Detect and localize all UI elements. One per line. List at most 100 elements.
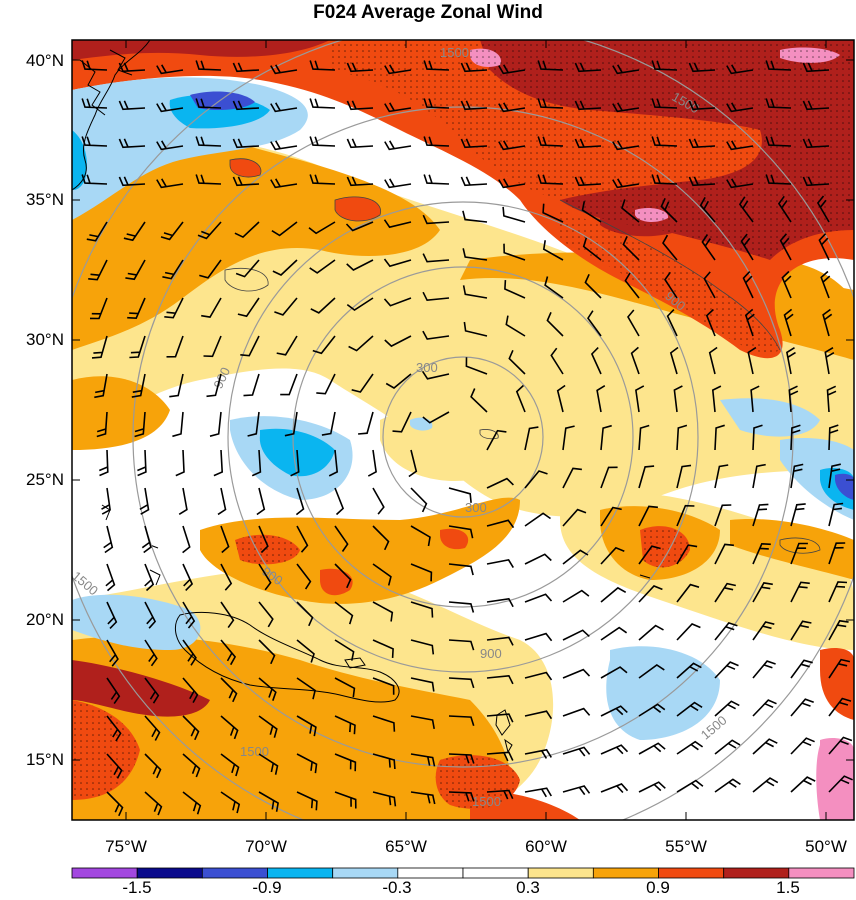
wind-barb bbox=[600, 744, 629, 755]
wind-barb bbox=[346, 138, 374, 149]
colorbar-swatch bbox=[527, 867, 594, 879]
wind-barb bbox=[81, 60, 108, 71]
wind-barb bbox=[156, 64, 184, 75]
wind-barb bbox=[358, 411, 374, 435]
wind-barb bbox=[574, 62, 602, 73]
wind-barb bbox=[790, 620, 812, 641]
wind-barb bbox=[166, 335, 184, 358]
wind-barb bbox=[582, 237, 602, 261]
wind-barb bbox=[423, 60, 450, 71]
wind-barb bbox=[688, 100, 716, 111]
wind-barb bbox=[460, 176, 488, 187]
wind-barb bbox=[410, 601, 434, 618]
wind-barb bbox=[334, 677, 356, 698]
wind-barb bbox=[612, 178, 640, 189]
wind-barb bbox=[714, 543, 734, 565]
wind-barb bbox=[790, 463, 804, 489]
wind-barb bbox=[422, 411, 450, 424]
wind-barb bbox=[638, 624, 664, 641]
wind-barb bbox=[676, 623, 701, 641]
colorbar-label: 1.5 bbox=[776, 878, 800, 897]
wind-barb bbox=[321, 411, 336, 436]
wind-barb bbox=[372, 639, 394, 658]
wind-barb bbox=[274, 297, 298, 316]
wind-barb bbox=[156, 140, 184, 151]
wind-barb bbox=[676, 464, 692, 489]
wind-barb bbox=[258, 715, 278, 738]
colorbar-label: -0.9 bbox=[252, 878, 281, 897]
wind-barb bbox=[726, 178, 754, 189]
wind-barb bbox=[106, 677, 121, 705]
ring-label: 1500 bbox=[472, 794, 501, 809]
wind-barb bbox=[562, 707, 591, 717]
wind-barb bbox=[596, 385, 606, 413]
wind-barb bbox=[562, 746, 591, 757]
wind-barb bbox=[600, 783, 629, 794]
wind-barb bbox=[383, 258, 412, 268]
wind-barb bbox=[422, 253, 450, 263]
wind-barb bbox=[537, 98, 564, 109]
wind-barb bbox=[669, 346, 679, 375]
lat-label: 15°N bbox=[26, 750, 64, 769]
wind-barb bbox=[486, 713, 514, 723]
wind-barb bbox=[144, 753, 162, 779]
wind-barb bbox=[182, 753, 201, 778]
wind-barb bbox=[600, 546, 625, 565]
wind-barb bbox=[316, 373, 336, 395]
colorbar-label: 0.3 bbox=[516, 878, 540, 897]
wind-barb bbox=[328, 449, 339, 477]
wind-barb bbox=[258, 525, 269, 554]
stippling bbox=[72, 40, 854, 809]
wind-barb bbox=[828, 463, 841, 489]
wind-barb bbox=[410, 639, 435, 655]
wind-barb bbox=[612, 140, 640, 151]
wind-barb bbox=[752, 777, 779, 793]
lon-label: 75°W bbox=[105, 837, 147, 856]
wind-barb bbox=[651, 136, 678, 147]
wind-barb bbox=[296, 639, 315, 663]
wind-barb bbox=[790, 424, 801, 451]
wind-barb bbox=[372, 563, 392, 586]
wind-barb bbox=[676, 583, 700, 603]
wind-barb bbox=[765, 136, 792, 147]
wind-barb bbox=[144, 791, 163, 816]
wind-barb bbox=[272, 259, 298, 276]
wind-barb bbox=[175, 449, 185, 477]
wind-barb bbox=[351, 373, 374, 393]
wind-barb bbox=[103, 525, 114, 554]
wind-barb bbox=[651, 60, 678, 71]
wind-barb bbox=[129, 335, 146, 359]
wind-barb bbox=[448, 525, 474, 539]
wind-barb bbox=[81, 174, 108, 185]
colorbar-swatch bbox=[201, 867, 268, 879]
wind-barb bbox=[162, 259, 184, 280]
wind-barb bbox=[699, 197, 716, 223]
colorbar-swatch bbox=[592, 867, 659, 879]
axis-ticks bbox=[72, 40, 854, 820]
wind-barb bbox=[384, 140, 412, 151]
wind-barb bbox=[220, 639, 237, 666]
wind-barb bbox=[714, 504, 732, 527]
wind-barb bbox=[182, 677, 199, 703]
lat-label: 25°N bbox=[26, 470, 64, 489]
wind-barb bbox=[448, 753, 475, 764]
wind-barb bbox=[422, 291, 450, 302]
wind-barb bbox=[195, 98, 222, 109]
wind-barb bbox=[372, 525, 390, 551]
wind-barb bbox=[828, 658, 851, 679]
colorbar-swatch bbox=[136, 867, 203, 879]
wind-barb bbox=[524, 787, 552, 798]
longitude-labels: 75°W 70°W 65°W 60°W 55°W 50°W bbox=[105, 837, 847, 856]
wind-barb bbox=[141, 525, 152, 554]
wind-barb bbox=[828, 736, 853, 755]
wind-barb bbox=[422, 330, 450, 340]
wind-barb bbox=[372, 791, 397, 807]
wind-barb bbox=[372, 715, 396, 732]
wind-barb bbox=[290, 449, 300, 477]
wind-barb bbox=[88, 259, 108, 281]
wind-barb bbox=[502, 206, 526, 223]
range-ring-600 bbox=[292, 266, 634, 608]
wind-barb bbox=[309, 98, 336, 109]
wind-barb bbox=[383, 297, 412, 307]
wind-barb bbox=[309, 60, 336, 71]
